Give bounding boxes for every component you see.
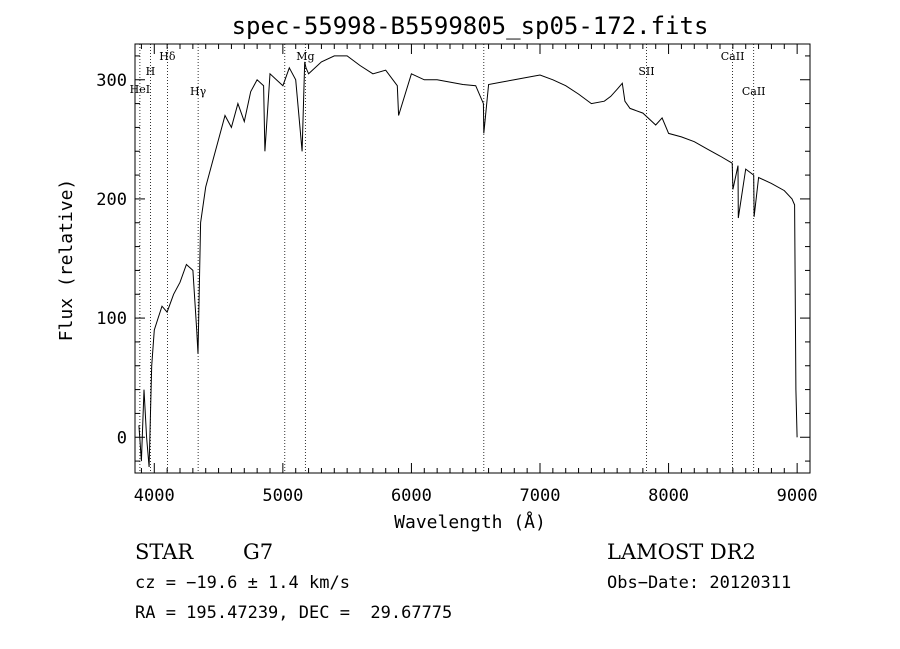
spectrum-series-line bbox=[138, 55, 798, 468]
axis-ticks: 4000 5000 6000 7000 8000 9000 0 100 200 300 bbox=[96, 44, 818, 506]
x-tick-label: 9000 bbox=[777, 486, 818, 506]
x-axis-label: Wavelength (Å) bbox=[394, 511, 546, 533]
line-marker-label: Hδ bbox=[159, 50, 176, 63]
line-marker-label: H bbox=[146, 65, 156, 78]
y-axis-label: Flux (relative) bbox=[56, 179, 77, 342]
object-class: STAR bbox=[135, 540, 194, 564]
y-tick-label: 100 bbox=[96, 309, 127, 329]
survey-name: LAMOST DR2 bbox=[607, 540, 756, 564]
line-marker-label: Mg bbox=[296, 50, 314, 63]
line-marker-label: SII bbox=[638, 65, 654, 78]
object-subclass: G7 bbox=[243, 540, 274, 564]
x-tick-label: 4000 bbox=[134, 486, 175, 506]
obs-date: Obs−Date: 20120311 bbox=[607, 573, 792, 593]
line-marker-label: Hγ bbox=[190, 85, 207, 98]
x-tick-label: 7000 bbox=[520, 486, 561, 506]
line-marker-label: CaII bbox=[742, 85, 766, 98]
plot-frame bbox=[134, 43, 811, 474]
y-tick-label: 0 bbox=[117, 428, 127, 448]
x-tick-label: 5000 bbox=[262, 486, 303, 506]
line-marker-label: HeI bbox=[130, 83, 150, 96]
coordinates-readout: RA = 195.47239, DEC = 29.67775 bbox=[135, 603, 453, 623]
y-tick-label: 200 bbox=[96, 190, 127, 210]
redshift-readout: cz = −19.6 ± 1.4 km/s bbox=[135, 573, 350, 593]
y-tick-label: 300 bbox=[96, 71, 127, 91]
chart-title: spec-55998-B5599805_sp05-172.fits bbox=[232, 12, 709, 40]
x-tick-label: 8000 bbox=[648, 486, 689, 506]
x-tick-label: 6000 bbox=[391, 486, 432, 506]
line-marker-label: CaII bbox=[721, 50, 745, 63]
line-markers: HeI HHδ Hγ Mg SII CaII CaII bbox=[130, 44, 766, 473]
